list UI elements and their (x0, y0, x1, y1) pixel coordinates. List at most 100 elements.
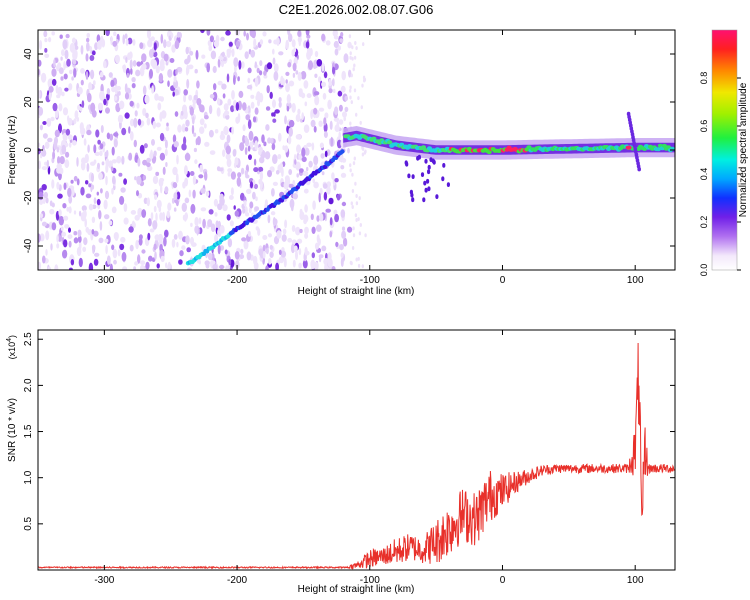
noise-speck (148, 49, 154, 58)
noise-speck (349, 95, 352, 100)
noise-speck (219, 197, 225, 206)
noise-speck (209, 150, 216, 156)
noise-speck (43, 191, 49, 199)
noise-speck (165, 262, 168, 269)
noise-speck (88, 183, 92, 188)
noise-speck (110, 166, 114, 172)
noise-speck (119, 100, 125, 110)
noise-speck (88, 82, 93, 91)
noise-speck (81, 100, 85, 108)
noise-speck (134, 176, 137, 181)
noise-speck (321, 62, 325, 72)
noise-speck (321, 81, 327, 88)
noise-speck (154, 234, 160, 241)
noise-speck (353, 63, 356, 68)
noise-speck (171, 238, 176, 248)
noise-speck (221, 83, 227, 90)
noise-speck (63, 215, 69, 221)
noise-speck (108, 220, 113, 226)
y-tick-label: 1.5 (23, 424, 34, 438)
noise-speck (39, 200, 43, 205)
noise-speck (156, 146, 162, 151)
noise-speck (267, 233, 273, 238)
noise-speck (52, 151, 56, 160)
noise-speck (303, 188, 309, 194)
noise-speck (129, 59, 133, 70)
noise-speck (105, 244, 108, 255)
noise-speck (321, 245, 327, 252)
noise-speck (222, 149, 226, 157)
noise-speck (159, 152, 166, 161)
y-tick-label: -20 (23, 190, 34, 205)
diagonal-trace-blob (340, 149, 345, 154)
noise-speck (286, 105, 290, 112)
noise-speck (47, 266, 51, 270)
noise-speck (209, 35, 214, 43)
noise-speck (105, 158, 110, 167)
noise-speck (108, 160, 113, 169)
noise-speck (216, 107, 221, 117)
noise-speck (133, 139, 137, 148)
noise-speck (76, 178, 80, 186)
noise-speck (210, 223, 216, 232)
noise-speck (115, 54, 120, 64)
noise-speck (304, 147, 310, 156)
noise-speck (51, 31, 55, 36)
noise-speck (224, 249, 228, 255)
noise-speck (193, 132, 197, 137)
noise-speck (151, 257, 156, 263)
noise-speck (311, 142, 315, 151)
noise-speck (301, 147, 306, 158)
noise-speck (318, 192, 321, 203)
noise-speck (67, 234, 73, 240)
noise-speck (100, 125, 104, 133)
noise-speck (267, 170, 272, 178)
noise-speck (133, 266, 136, 270)
noise-speck (351, 246, 355, 250)
noise-speck (62, 39, 68, 50)
noise-speck (209, 94, 215, 99)
noise-speck (234, 251, 240, 260)
noise-speck (314, 95, 320, 106)
noise-speck (160, 255, 165, 263)
noise-speck (240, 192, 245, 201)
noise-speck (185, 46, 189, 55)
noise-speck (66, 58, 71, 67)
noise-speck (278, 51, 284, 56)
snr-y-multiplier-exponent: 4 (6, 338, 13, 342)
noise-speck (219, 224, 225, 234)
noise-speck (196, 136, 201, 146)
noise-speck (225, 145, 231, 155)
noise-speck (136, 190, 139, 197)
noise-speck (281, 167, 284, 177)
noise-speck (331, 172, 335, 180)
noise-speck (208, 129, 214, 138)
noise-speck (190, 222, 193, 227)
noise-speck (333, 40, 339, 49)
noise-speck (156, 263, 160, 269)
noise-speck (359, 120, 362, 125)
noise-speck (85, 193, 92, 199)
noise-speck (332, 88, 336, 94)
noise-speck (99, 143, 104, 150)
noise-speck (166, 210, 170, 219)
noise-speck (183, 94, 187, 103)
noise-speck (222, 93, 226, 99)
noise-speck (86, 37, 90, 43)
noise-speck (113, 132, 119, 137)
noise-speck (73, 68, 77, 78)
noise-speck (166, 122, 169, 127)
spectrogram-y-ticks: -40 -20 0 20 40 (23, 48, 675, 253)
noise-speck (314, 242, 320, 250)
noise-speck (343, 53, 349, 64)
noise-speck (326, 185, 331, 195)
noise-speck (152, 51, 158, 58)
colorbar-ticks: 0.0 0.2 0.4 0.6 0.8 (699, 72, 741, 276)
noise-speck (201, 54, 206, 59)
noise-speck (296, 173, 300, 178)
noise-speck (357, 256, 360, 261)
noise-speck (234, 210, 239, 217)
noise-speck (136, 102, 140, 109)
noise-speck (228, 258, 232, 266)
noise-speck (341, 226, 346, 231)
